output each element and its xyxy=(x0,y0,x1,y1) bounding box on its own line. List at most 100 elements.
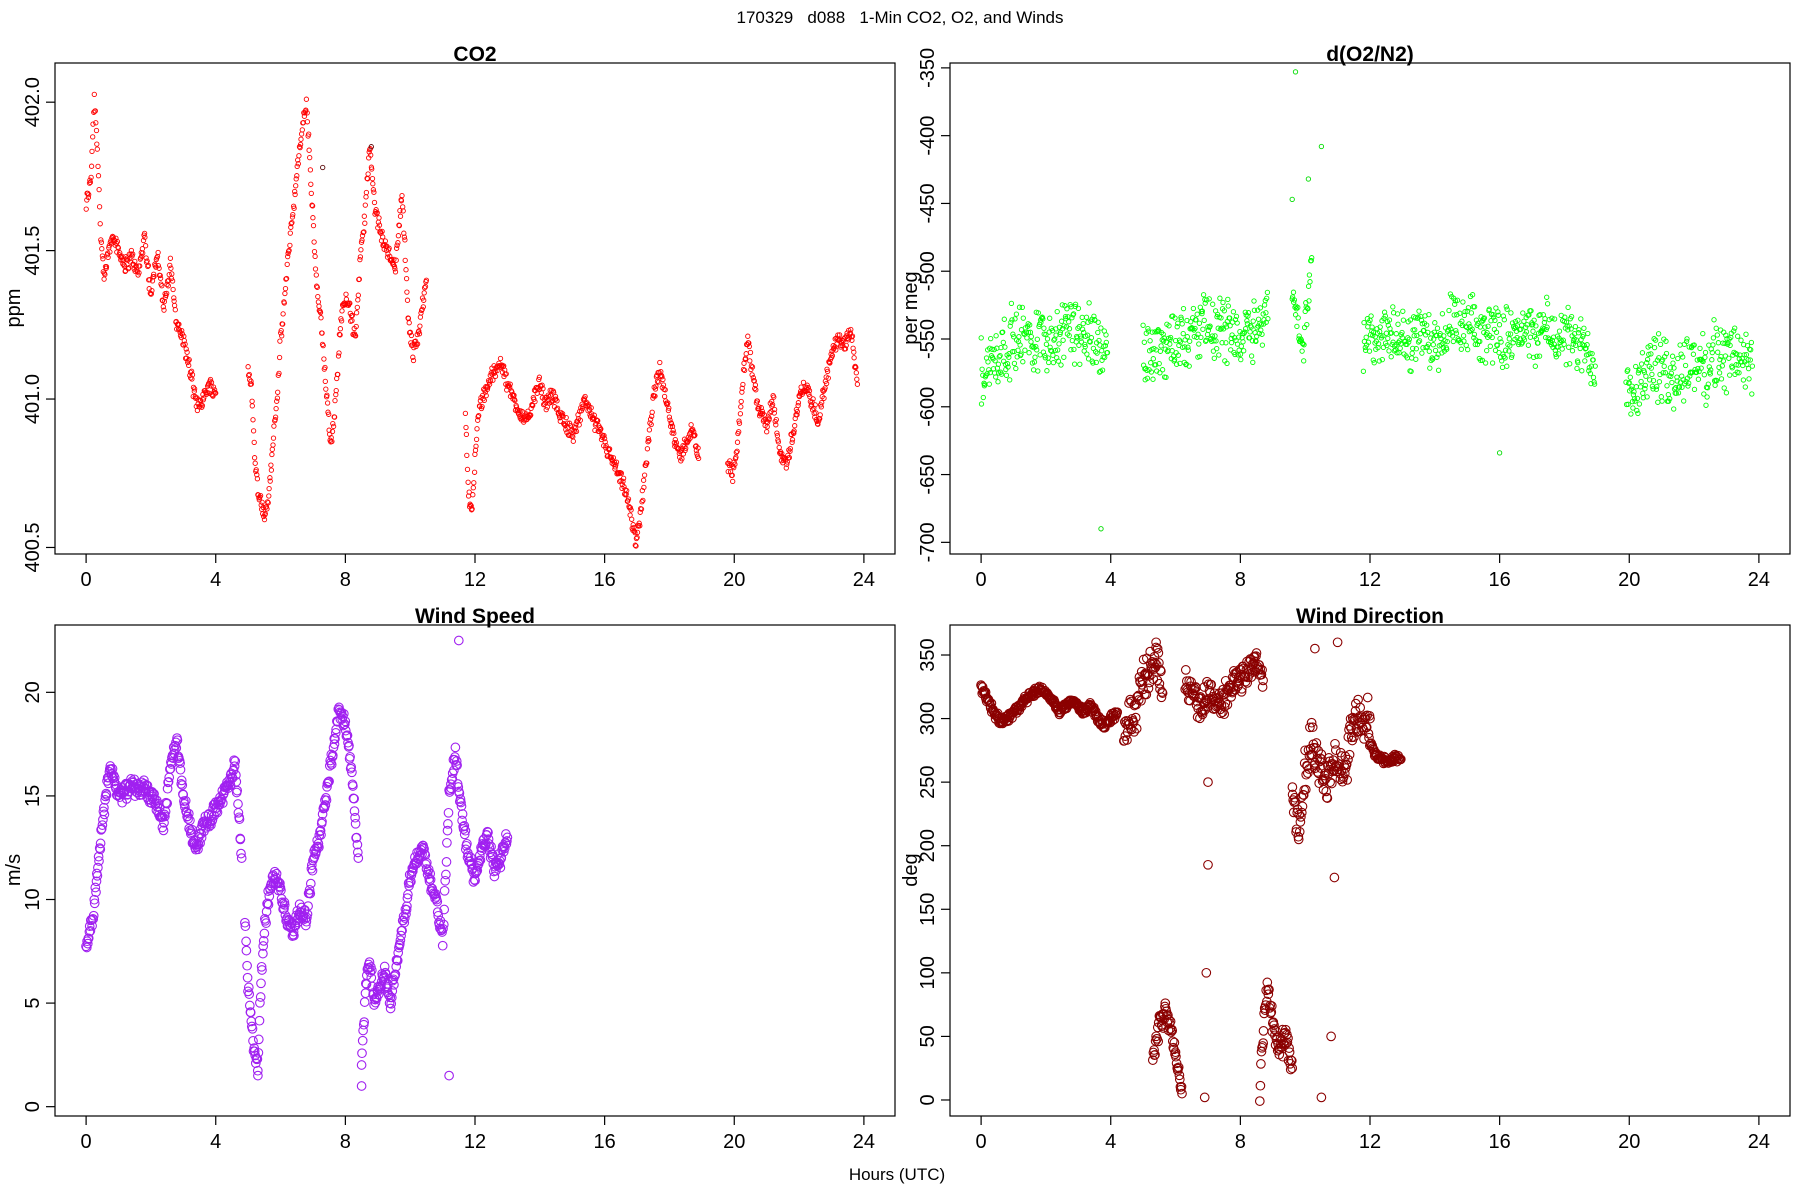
data-point xyxy=(1182,344,1188,350)
data-point xyxy=(438,923,448,934)
data-point xyxy=(390,969,401,980)
data-point xyxy=(1290,797,1301,807)
data-point xyxy=(180,795,191,806)
data-point xyxy=(1748,339,1755,346)
data-point xyxy=(1584,342,1590,348)
data-point xyxy=(1259,342,1266,348)
data-point xyxy=(641,472,648,478)
data-point xyxy=(671,430,677,436)
data-point xyxy=(359,997,370,1007)
data-point xyxy=(470,485,476,491)
data-point xyxy=(1479,357,1486,363)
y-tick-label: 5 xyxy=(22,998,44,1009)
data-point xyxy=(1551,316,1558,322)
data-point xyxy=(301,916,312,927)
x-tick-label: 16 xyxy=(594,569,616,591)
data-point xyxy=(1460,299,1466,305)
data-point xyxy=(93,862,103,873)
data-point xyxy=(1435,367,1442,373)
data-point xyxy=(1170,353,1177,359)
data-point xyxy=(1390,304,1396,310)
data-point xyxy=(396,930,406,941)
data-point xyxy=(1701,391,1707,397)
data-point xyxy=(1056,341,1062,347)
data-point xyxy=(661,393,668,400)
data-point xyxy=(399,192,405,199)
data-point xyxy=(393,947,404,958)
data-point xyxy=(544,404,550,410)
data-point xyxy=(107,249,113,255)
data-point xyxy=(1426,311,1432,318)
data-point xyxy=(983,372,989,378)
data-point xyxy=(1212,333,1218,339)
data-point xyxy=(1504,363,1510,369)
data-point xyxy=(169,271,175,277)
data-point xyxy=(1160,331,1166,337)
data-point xyxy=(99,253,106,259)
data-point xyxy=(1057,329,1064,336)
data-point xyxy=(528,405,534,412)
data-point xyxy=(773,416,779,423)
data-point xyxy=(1180,305,1187,312)
data-point xyxy=(528,412,534,418)
data-point xyxy=(1258,321,1264,328)
data-point xyxy=(103,264,110,270)
data-point xyxy=(1442,338,1448,344)
data-point xyxy=(161,797,171,808)
data-point xyxy=(1088,335,1095,341)
data-point xyxy=(276,370,282,377)
data-point xyxy=(387,986,398,996)
data-point xyxy=(483,392,489,399)
y-tick-label: 300 xyxy=(917,702,939,735)
data-point xyxy=(248,381,254,387)
data-point xyxy=(1375,341,1382,347)
data-point xyxy=(472,447,479,453)
data-point xyxy=(420,304,426,310)
data-point xyxy=(613,462,619,468)
data-point xyxy=(1492,317,1498,324)
data-point xyxy=(1227,687,1238,698)
data-point xyxy=(387,975,398,986)
data-point xyxy=(1075,305,1082,312)
data-point xyxy=(303,107,309,113)
data-point xyxy=(1655,331,1662,337)
data-point xyxy=(235,834,246,845)
data-point xyxy=(1644,356,1651,363)
data-point xyxy=(1745,365,1752,372)
data-point xyxy=(1711,317,1717,323)
data-point xyxy=(407,867,417,878)
data-point xyxy=(349,793,359,804)
data-point xyxy=(989,346,995,352)
data-point xyxy=(986,381,992,387)
data-point xyxy=(391,961,402,972)
data-point xyxy=(979,366,985,372)
data-point xyxy=(273,405,279,412)
data-point xyxy=(441,857,452,867)
data-point xyxy=(341,731,352,742)
data-point xyxy=(338,318,345,324)
data-point xyxy=(1156,360,1162,367)
data-point xyxy=(312,253,318,260)
data-point xyxy=(284,261,290,268)
data-point xyxy=(302,912,312,923)
data-point xyxy=(1428,357,1434,364)
data-point xyxy=(96,824,107,834)
data-point xyxy=(1452,298,1458,304)
data-point xyxy=(1499,364,1506,371)
data-point xyxy=(1366,348,1373,354)
data-point xyxy=(1556,328,1563,334)
data-point xyxy=(1201,967,1212,978)
data-point xyxy=(771,410,777,416)
data-point xyxy=(1198,334,1204,341)
data-point xyxy=(264,506,270,512)
data-point xyxy=(176,779,187,789)
scatter-points xyxy=(83,91,861,549)
data-point xyxy=(253,1070,263,1081)
data-point xyxy=(992,358,998,364)
data-point xyxy=(1255,1080,1266,1091)
data-point xyxy=(640,497,646,504)
data-point xyxy=(1504,306,1510,312)
data-point xyxy=(432,907,443,917)
data-point xyxy=(1223,340,1229,346)
data-point xyxy=(1206,296,1212,302)
